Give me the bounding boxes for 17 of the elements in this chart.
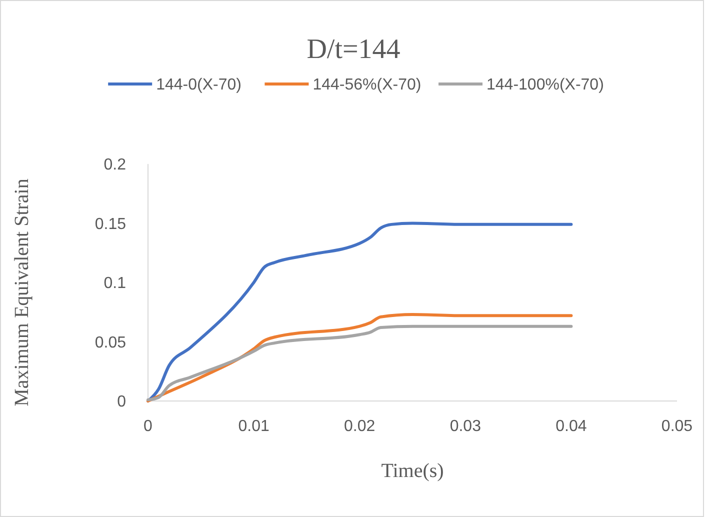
y-tick-label: 0 (117, 394, 126, 411)
legend-label: 144-100%(X-70) (486, 76, 604, 94)
legend-label: 144-56%(X-70) (312, 76, 422, 94)
x-tick-label: 0.02 (344, 418, 376, 435)
y-tick-label: 0.1 (104, 275, 126, 292)
legend-label: 144-0(X-70) (156, 76, 242, 94)
chart-title: D/t=144 (306, 34, 400, 65)
x-axis-title: Time(s) (381, 460, 444, 482)
y-tick-label: 0.05 (94, 334, 126, 352)
y-tick-label: 0.2 (104, 156, 126, 174)
x-tick-label: 0.04 (556, 418, 587, 435)
x-tick-label: 0.01 (238, 418, 270, 435)
x-tick-label: 0.05 (661, 418, 693, 435)
y-tick-label: 0.15 (94, 216, 126, 233)
x-tick-label: 0.03 (450, 418, 482, 435)
x-tick-label: 0 (144, 418, 153, 435)
y-axis-title: Maximum Equivalent Strain (11, 178, 33, 406)
